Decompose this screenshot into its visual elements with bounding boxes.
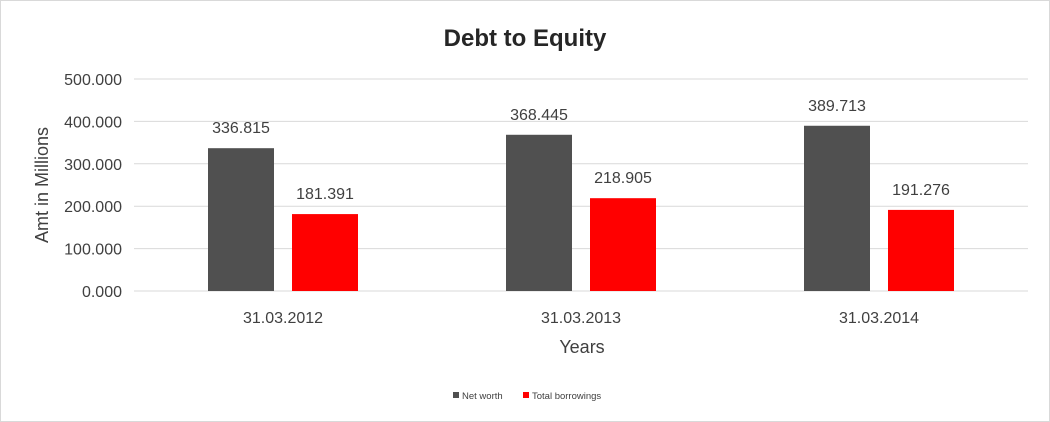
data-label: 218.905	[594, 170, 652, 187]
legend-label: Total borrowings	[532, 391, 601, 402]
data-labels: 336.815 181.391 368.445 218.905 389.713 191.2…	[212, 98, 950, 203]
legend: Net worth Total borrowings	[453, 391, 601, 402]
bar	[888, 209, 954, 291]
x-axis-ticks: 31.03.2012 31.03.2013 31.03.2014	[243, 310, 919, 327]
legend-swatch	[523, 392, 529, 398]
bar	[292, 214, 358, 291]
y-tick-label: 500.000	[64, 72, 122, 89]
bar	[208, 148, 274, 291]
bars	[208, 125, 954, 291]
bar	[506, 134, 572, 291]
data-label: 181.391	[296, 186, 354, 203]
data-label: 368.445	[510, 107, 568, 124]
y-tick-label: 400.000	[64, 114, 122, 131]
x-tick-label: 31.03.2014	[839, 310, 919, 327]
data-label: 191.276	[892, 182, 950, 199]
data-label: 336.815	[212, 120, 270, 137]
legend-swatch	[453, 392, 459, 398]
y-tick-label: 200.000	[64, 199, 122, 216]
bar	[804, 125, 870, 291]
gridlines	[134, 78, 1028, 292]
y-axis-label: Amt in Millions	[32, 127, 52, 243]
y-tick-label: 0.000	[82, 284, 122, 301]
chart-title: Debt to Equity	[444, 25, 607, 52]
legend-label: Net worth	[462, 391, 503, 402]
bar	[590, 198, 656, 291]
x-tick-label: 31.03.2013	[541, 310, 621, 327]
data-label: 389.713	[808, 98, 866, 115]
x-axis-label: Years	[559, 337, 604, 357]
y-tick-label: 100.000	[64, 242, 122, 259]
y-tick-label: 300.000	[64, 157, 122, 174]
x-tick-label: 31.03.2012	[243, 310, 323, 327]
y-axis-ticks: 0.000 100.000 200.000 300.000 400.000 500.000	[64, 72, 122, 301]
